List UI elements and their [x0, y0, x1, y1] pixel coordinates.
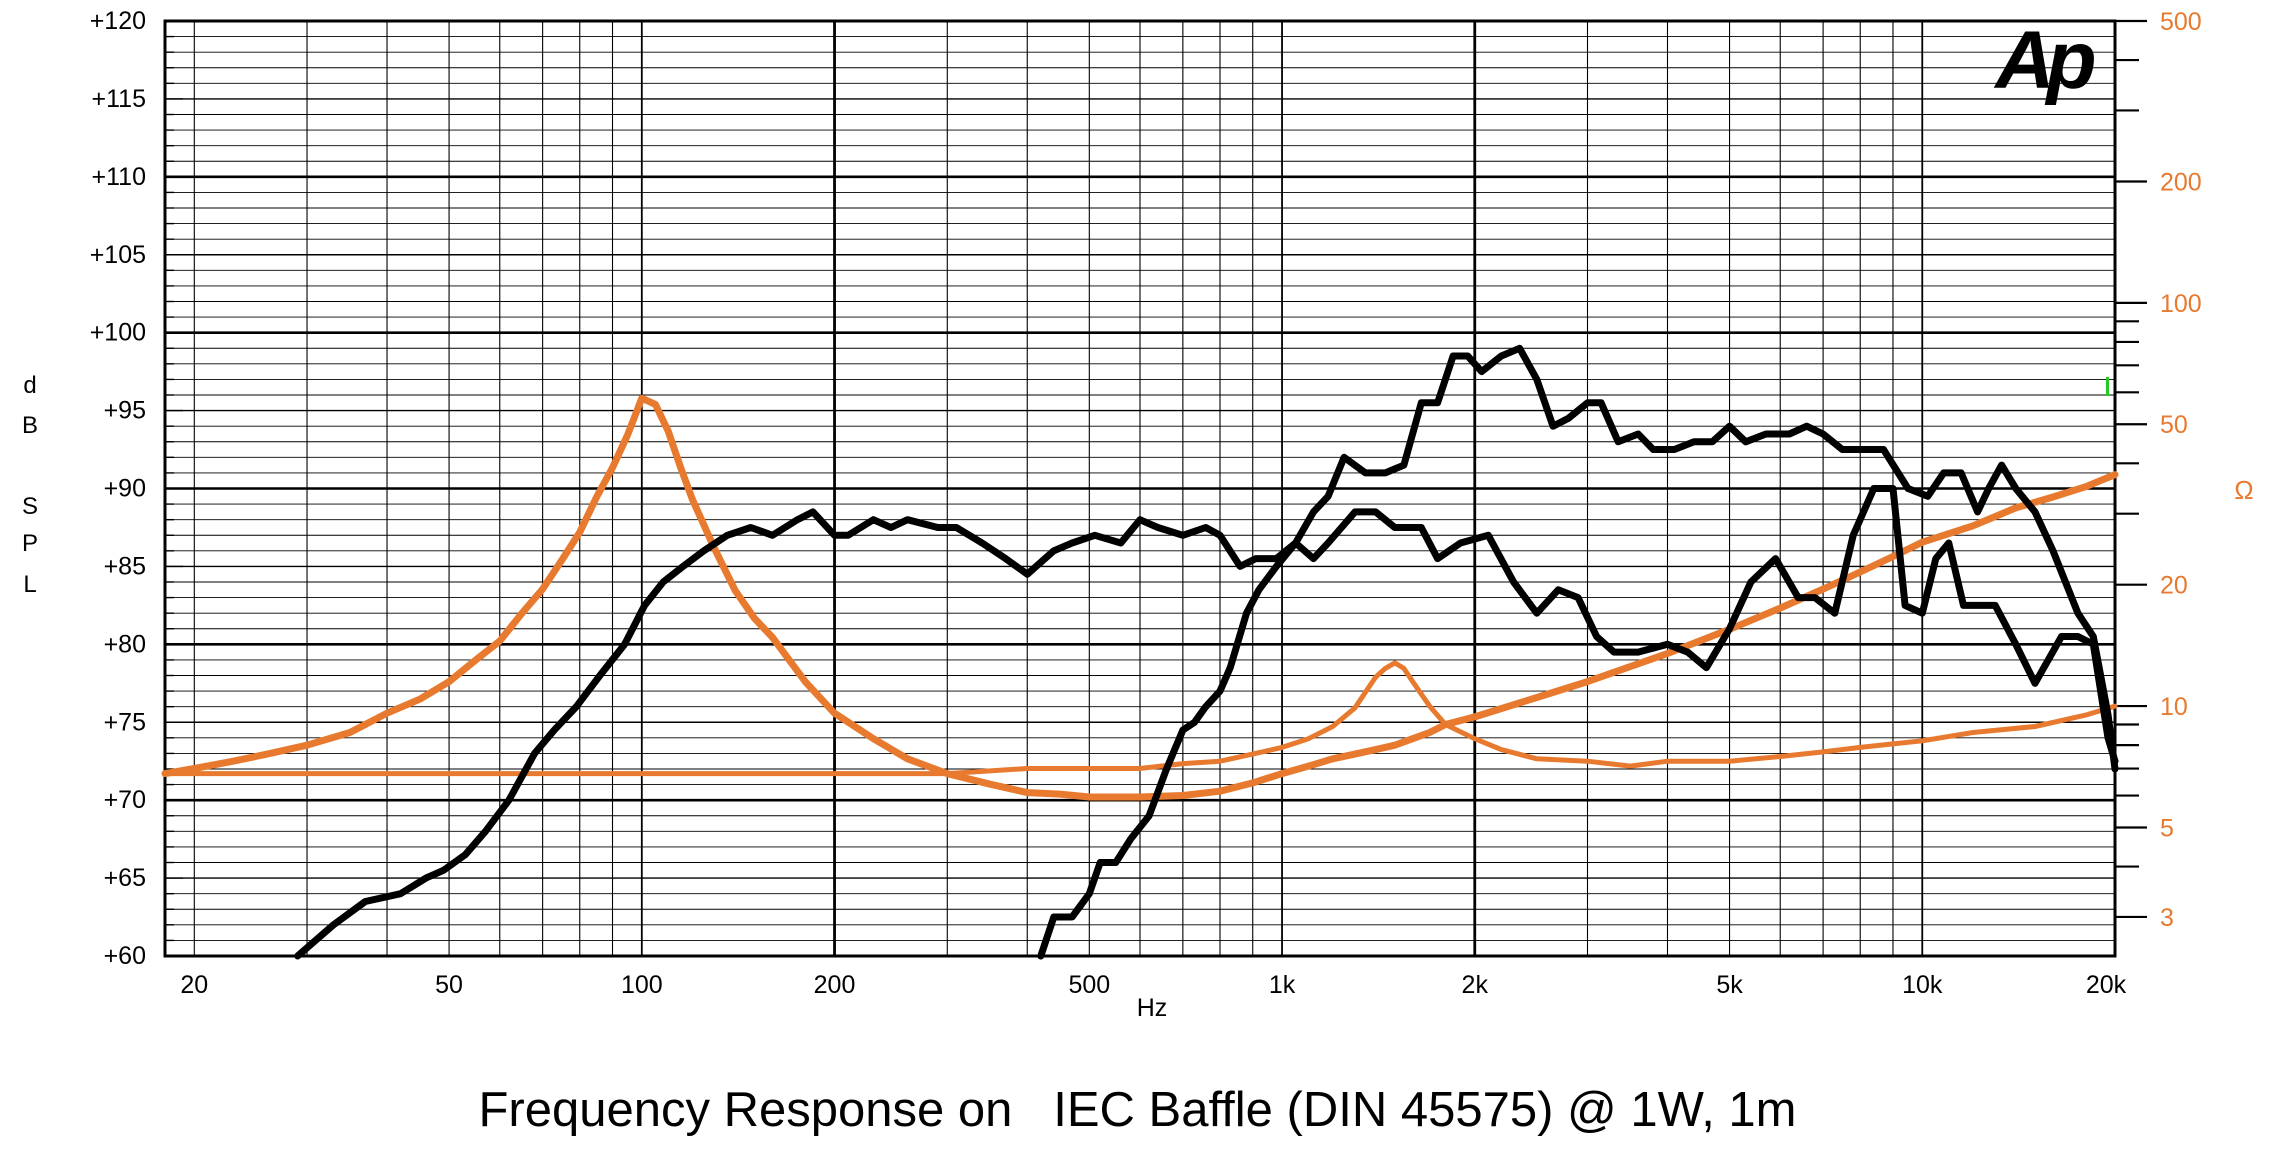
- y-left-tick-label: +80: [104, 630, 146, 658]
- y-right-tick-label: 3: [2160, 904, 2174, 932]
- y-right-tick-label: 500: [2160, 8, 2202, 36]
- y-left-tick-label: +105: [90, 241, 146, 269]
- x-axis-label: Hz: [1137, 994, 1168, 1022]
- y-right-tick-label: 100: [2160, 290, 2202, 318]
- series-line: [161, 394, 2119, 801]
- x-tick-label: 5k: [1716, 971, 1743, 999]
- y-left-tick-label: +120: [90, 7, 146, 35]
- series-impedance-woofer: [161, 394, 2119, 801]
- y-left-tick-label: +60: [104, 942, 146, 970]
- marker-indicator: [2106, 377, 2109, 396]
- y-label-B: B: [22, 412, 38, 439]
- series-line: [294, 485, 2119, 960]
- series-impedance-tweeter: [162, 660, 2118, 777]
- y-right-tick-label: 200: [2160, 168, 2202, 196]
- y-right-tick-label: 5: [2160, 814, 2174, 842]
- y-label-L: L: [23, 571, 36, 598]
- y-label-P: P: [22, 530, 38, 557]
- y-left-tick-label: +65: [104, 864, 146, 892]
- x-tick-label: 200: [814, 971, 856, 999]
- chart-title: Frequency Response on IEC Baffle (DIN 45…: [478, 1083, 1797, 1137]
- y-right-tick-label: 10: [2160, 693, 2188, 721]
- y-left-tick-label: +110: [92, 163, 146, 191]
- y-left-tick-label: +100: [90, 319, 146, 347]
- x-tick-label: 20: [180, 971, 208, 999]
- ap-logo: Ap: [1993, 15, 2102, 106]
- x-axis-ticks: 20 50 100 200 500 1k 2k 5k 10k 20k: [180, 971, 2126, 999]
- series-spl-tweeter: [1037, 344, 2119, 960]
- series-layer: [161, 344, 2119, 960]
- x-tick-label: 500: [1068, 971, 1110, 999]
- y-left-tick-label: +115: [92, 85, 146, 113]
- left-axis-label: d B S P L: [22, 372, 38, 598]
- x-tick-label: 2k: [1462, 971, 1489, 999]
- left-axis-ticks: +60 +65 +70 +75 +80 +85 +90 +95 +100 +105 +110 +115…: [90, 7, 146, 970]
- y-right-tick-label: 50: [2160, 411, 2188, 439]
- x-tick-label: 100: [621, 971, 663, 999]
- x-tick-label: 1k: [1269, 971, 1296, 999]
- x-tick-label: 50: [435, 971, 463, 999]
- series-line: [1037, 344, 2119, 960]
- y-left-tick-label: +70: [104, 786, 146, 814]
- y-left-tick-label: +95: [104, 397, 146, 425]
- plot-border: [163, 19, 2117, 958]
- right-axis-ticks: 500 200 100 50 20 10 5 3: [2160, 8, 2202, 932]
- series-line: [162, 660, 2118, 777]
- chart-grid: [165, 19, 2116, 958]
- y-label-S: S: [22, 493, 38, 520]
- y-left-tick-label: +85: [104, 552, 146, 580]
- y-right-tick-label: 20: [2160, 572, 2188, 600]
- x-tick-label: 20k: [2086, 971, 2127, 999]
- svg-text:Ap: Ap: [1993, 15, 2094, 106]
- y-left-tick-label: +90: [104, 475, 146, 503]
- right-axis-label: Ω: [2234, 475, 2253, 505]
- y-left-tick-label: +75: [104, 708, 146, 736]
- plot-frame: [163, 19, 2147, 958]
- y-label-d: d: [23, 372, 36, 399]
- x-tick-label: 10k: [1902, 971, 1943, 999]
